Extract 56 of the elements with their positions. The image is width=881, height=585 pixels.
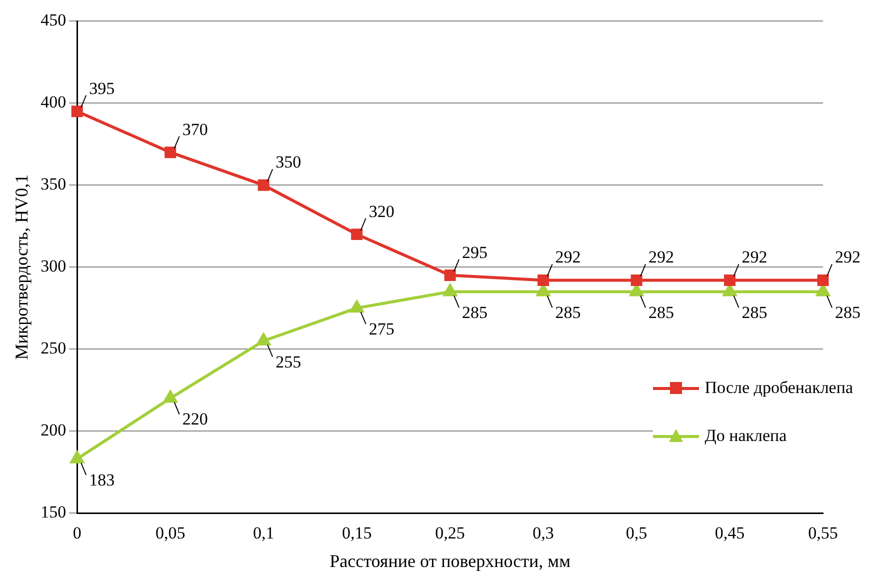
y-tick-label: 150 (40, 502, 66, 522)
y-tick-label: 450 (40, 10, 66, 30)
point (164, 146, 176, 158)
x-tick-label: 0,15 (342, 524, 372, 543)
point (538, 274, 550, 286)
point (164, 390, 178, 403)
x-axis-title: Расстояние от поверхности, мм (330, 550, 570, 571)
data-label: 292 (742, 248, 768, 267)
legend-label: После дробенаклепа (704, 378, 853, 398)
data-label: 220 (182, 410, 208, 429)
data-label: 395 (89, 78, 115, 98)
y-tick-label: 400 (40, 92, 66, 112)
y-tick-label: 200 (40, 420, 66, 440)
data-label: 285 (742, 303, 768, 322)
point (351, 228, 363, 240)
data-label: 183 (89, 470, 115, 490)
x-tick-label: 0,5 (626, 524, 648, 543)
point (70, 451, 84, 464)
data-label: 292 (555, 248, 581, 267)
data-label: 370 (182, 120, 208, 139)
point (71, 106, 83, 118)
x-tick-label: 0 (72, 524, 82, 543)
data-label: 350 (276, 152, 302, 172)
data-label: 285 (648, 303, 674, 322)
point (630, 274, 642, 286)
data-label: 285 (555, 303, 581, 322)
point (817, 274, 829, 286)
data-label: 292 (648, 248, 674, 267)
point (630, 284, 644, 296)
x-tick-label: 0,3 (532, 524, 554, 543)
x-tick-label: 0,55 (808, 524, 838, 543)
point (536, 284, 550, 296)
y-axis-title: Микротвердость, HV0,1 (12, 174, 32, 360)
point (256, 333, 270, 346)
data-label: 285 (462, 303, 488, 322)
data-label: 292 (835, 248, 860, 267)
data-label: 255 (276, 352, 302, 372)
point (258, 179, 270, 191)
point (444, 270, 456, 282)
point (723, 284, 736, 296)
y-tick-label: 300 (40, 256, 66, 276)
legend-label: До наклепа (704, 426, 787, 446)
x-tick-label: 0,1 (252, 524, 274, 543)
data-label: 320 (368, 202, 394, 221)
data-label: 275 (368, 320, 394, 339)
point (816, 284, 830, 296)
y-tick-label: 250 (40, 338, 66, 358)
data-label: 295 (462, 242, 488, 262)
point (724, 274, 736, 286)
x-tick-label: 0,25 (435, 524, 465, 543)
x-tick-label: 0,45 (714, 524, 745, 543)
point (350, 300, 364, 313)
y-tick-label: 350 (40, 174, 66, 194)
x-tick-label: 0,05 (155, 524, 186, 543)
point (443, 284, 457, 296)
data-label: 285 (835, 303, 860, 322)
